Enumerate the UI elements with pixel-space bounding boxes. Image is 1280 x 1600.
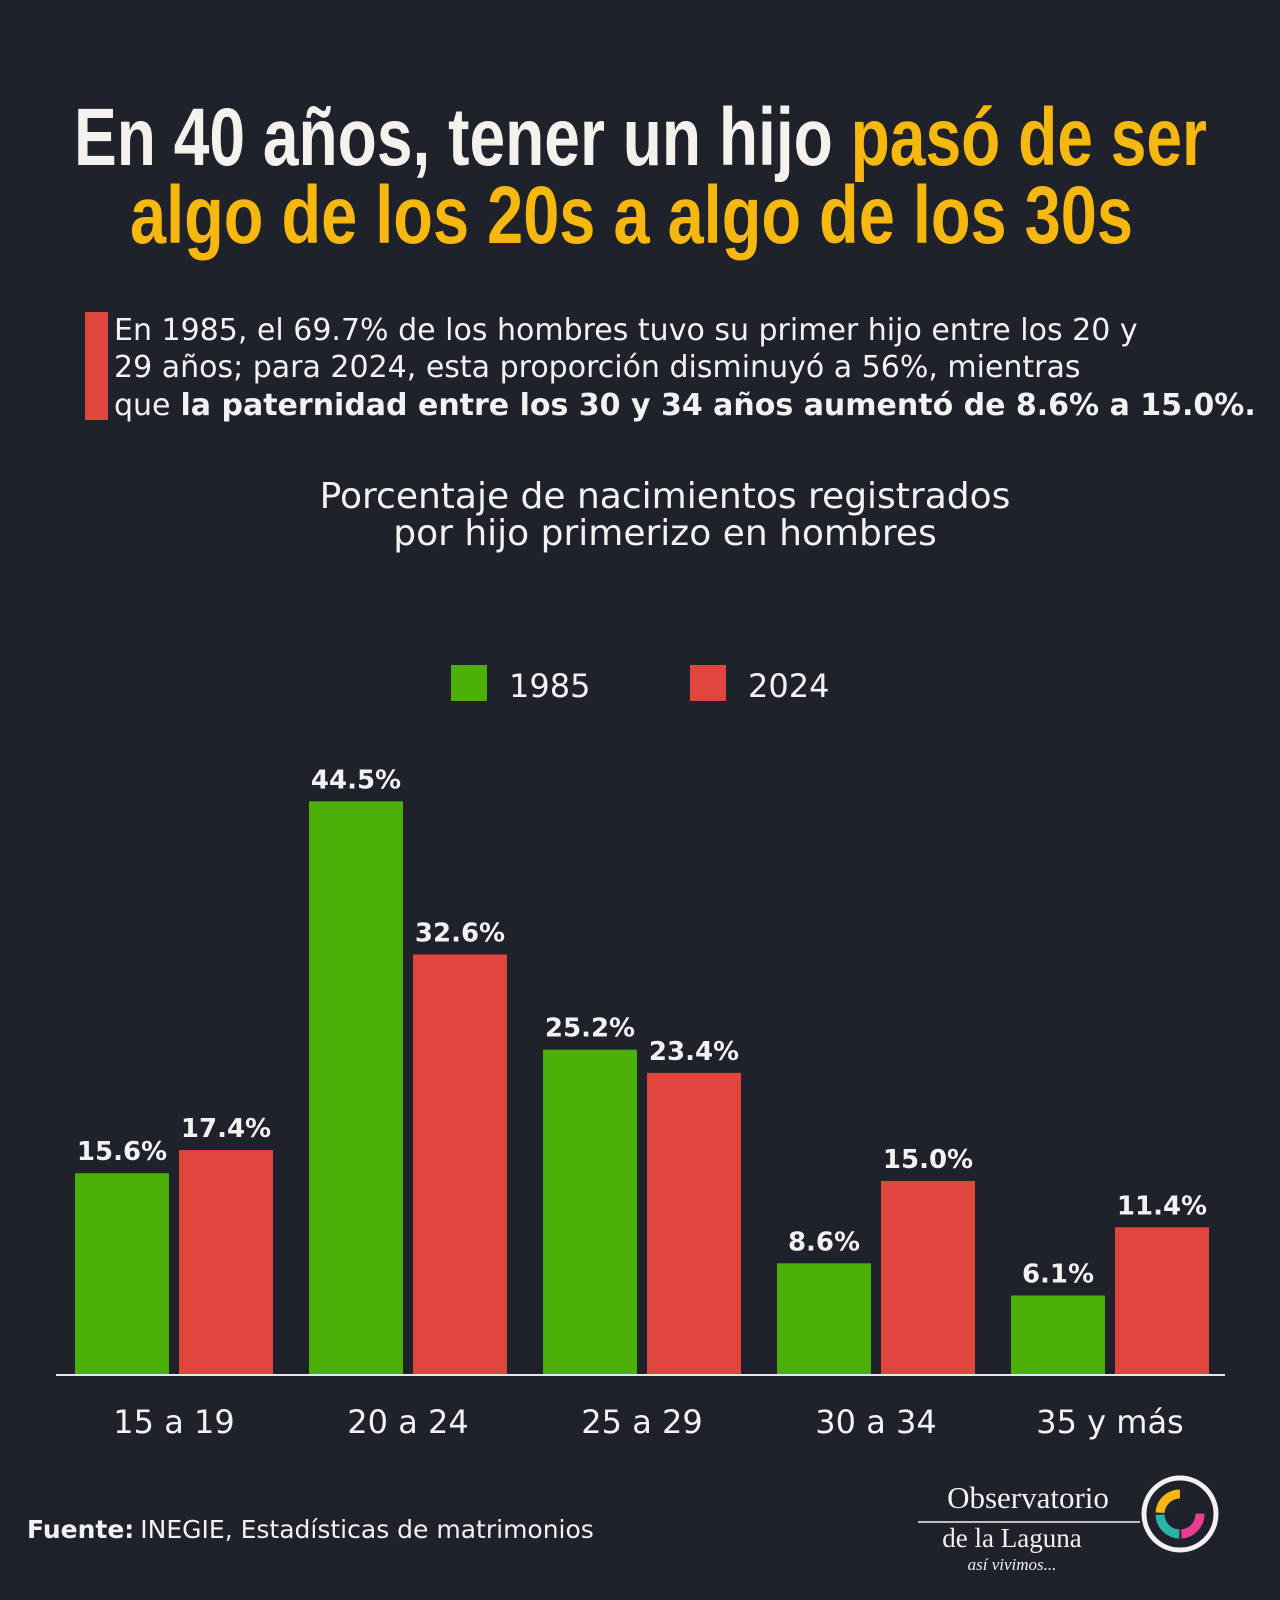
x-tick-label: 15 a 19 (113, 1403, 234, 1441)
logo-text: Observatorio (947, 1480, 1109, 1515)
bar (413, 954, 507, 1374)
intro-line: que la paternidad entre los 30 y 34 años … (114, 388, 1256, 423)
title-highlight: pasó de ser (851, 92, 1207, 183)
chart-title: por hijo primerizo en hombres (393, 513, 937, 554)
bar (1011, 1295, 1105, 1374)
source: Fuente: INEGIE, Estadísticas de matrimoni… (27, 1515, 594, 1544)
accent-bar (85, 312, 108, 420)
logo-icon (1141, 1475, 1219, 1553)
value-label: 11.4% (1117, 1191, 1207, 1221)
bar (179, 1150, 273, 1374)
bar (777, 1263, 871, 1374)
x-tick-label: 20 a 24 (347, 1403, 468, 1441)
value-label: 15.0% (883, 1145, 973, 1175)
value-label: 23.4% (649, 1037, 739, 1067)
bar (75, 1173, 169, 1374)
source-label: Fuente: (27, 1515, 134, 1544)
x-tick-label: 30 a 34 (815, 1403, 936, 1441)
bar (1115, 1227, 1209, 1374)
intro-text: que (114, 388, 171, 423)
bar (543, 1049, 637, 1374)
legend-swatch (451, 665, 487, 701)
legend-label: 1985 (509, 667, 590, 705)
value-label: 44.5% (311, 765, 401, 795)
value-label: 8.6% (788, 1227, 860, 1257)
legend-swatch (690, 665, 726, 701)
logo-text: de la Laguna (942, 1523, 1081, 1553)
intro-line: En 1985, el 69.7% de los hombres tuvo su… (114, 313, 1138, 348)
value-label: 6.1% (1022, 1259, 1094, 1289)
value-label: 25.2% (545, 1014, 635, 1044)
x-tick-label: 35 y más (1036, 1403, 1183, 1441)
legend-label: 2024 (748, 667, 829, 705)
chart-title: Porcentaje de nacimientos registrados (320, 476, 1011, 517)
value-label: 17.4% (181, 1114, 271, 1144)
bar (881, 1180, 975, 1374)
bar (309, 801, 403, 1374)
bar (647, 1072, 741, 1374)
title-line-2: algo de los 20s a algo de los 30s (130, 170, 1133, 261)
value-label: 15.6% (77, 1137, 167, 1167)
intro-line: 29 años; para 2024, esta proporción dism… (114, 350, 1081, 385)
logo-tagline: así vivimos... (968, 1555, 1057, 1574)
source-text: INEGIE, Estadísticas de matrimonios (140, 1515, 594, 1544)
value-label: 32.6% (415, 918, 505, 948)
x-tick-label: 25 a 29 (581, 1403, 702, 1441)
intro-bold: la paternidad entre los 30 y 34 años aum… (181, 388, 1256, 423)
title-line-1: En 40 años, tener un hijo pasó de ser (74, 92, 1207, 183)
title-white: En 40 años, tener un hijo (74, 92, 833, 183)
